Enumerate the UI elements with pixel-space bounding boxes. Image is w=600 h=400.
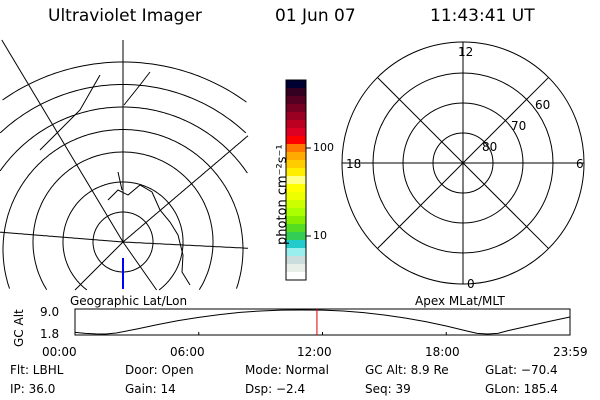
time-label: 11:43:41 UT	[430, 6, 535, 26]
x-tick: 06:00	[170, 345, 205, 359]
mlat-label-70: 70	[511, 119, 527, 133]
longitude-line	[1, 39, 124, 243]
longitude-line	[122, 241, 249, 249]
chart-frame	[74, 308, 571, 336]
status-field: Dsp: −2.4	[245, 382, 306, 396]
x-tick: 00:00	[42, 345, 77, 359]
colorbar-swatch	[286, 88, 306, 97]
colorbar-swatch	[286, 136, 306, 145]
colorbar-swatch	[286, 160, 306, 169]
longitude-line	[0, 231, 124, 243]
longitude-line	[74, 241, 124, 291]
colorbar-swatch	[286, 120, 306, 129]
x-tick: 23:59	[553, 345, 588, 359]
instrument-title: Ultraviolet Imager	[48, 6, 202, 26]
y-tick: 9.0	[40, 305, 60, 319]
mlt-label-18: 18	[346, 157, 362, 171]
altitude-series	[74, 309, 571, 335]
colorbar-swatch	[286, 232, 306, 241]
colorbar-swatch	[286, 96, 306, 105]
mlt-label-6: 6	[576, 157, 584, 171]
status-field: Door: Open	[125, 363, 194, 377]
latitude-circle	[2, 61, 247, 103]
polar-label: Apex MLat/MLT	[415, 294, 505, 308]
latitude-circle	[92, 211, 154, 273]
colorbar-swatch	[286, 240, 306, 249]
status-field: GLon: 185.4	[485, 382, 558, 396]
colorbar-swatch	[286, 272, 306, 281]
x-tick: 18:00	[425, 345, 460, 359]
status-field: Seq: 39	[365, 382, 411, 396]
latitude-circle	[32, 151, 214, 290]
colorbar-swatch	[286, 104, 306, 113]
status-field: Gain: 14	[125, 382, 176, 396]
colorbar-swatch	[286, 80, 306, 89]
colorbar-label: photon cm⁻²s⁻¹	[275, 144, 290, 245]
date-label: 01 Jun 07	[275, 6, 356, 26]
apex-polar-plot	[341, 41, 585, 285]
mlt-label-12: 12	[458, 45, 474, 59]
status-field: IP: 36.0	[10, 382, 56, 396]
colorbar-swatch	[286, 256, 306, 265]
colorbar-swatch	[286, 264, 306, 273]
colorbar-tick: 10	[313, 229, 327, 242]
status-field: Mode: Normal	[245, 363, 329, 377]
mlt-line	[377, 77, 549, 249]
latitude-circle	[2, 129, 244, 289]
colorbar-swatch	[286, 112, 306, 121]
y-axis-label: GC Alt	[12, 309, 26, 347]
colorbar-swatch	[286, 248, 306, 257]
mlat-label-60: 60	[535, 98, 551, 112]
status-field: GLat: −70.4	[485, 363, 558, 377]
colorbar-tick: 100	[313, 141, 334, 154]
coastline	[39, 71, 191, 286]
longitude-line	[122, 135, 249, 243]
longitude-line	[122, 241, 158, 291]
status-field: GC Alt: 8.9 Re	[365, 363, 449, 377]
colorbar-swatch	[286, 176, 306, 185]
x-tick: 12:00	[297, 345, 332, 359]
colorbar-swatch	[286, 224, 306, 233]
colorbar	[285, 79, 311, 281]
colorbar-swatch	[286, 128, 306, 137]
mlat-label-80: 80	[482, 140, 498, 154]
latitude-circle	[0, 106, 248, 174]
colorbar-swatch	[286, 184, 306, 193]
colorbar-swatch	[286, 152, 306, 161]
colorbar-swatch	[286, 192, 306, 201]
colorbar-swatch	[286, 216, 306, 225]
status-field: Flt: LBHL	[10, 363, 64, 377]
mlt-label-0: 0	[467, 277, 475, 291]
colorbar-frame	[285, 79, 307, 281]
y-tick: 1.8	[40, 327, 60, 341]
colorbar-swatch	[286, 144, 306, 153]
altitude-chart	[74, 308, 571, 336]
colorbar-swatch	[286, 168, 306, 177]
colorbar-swatch	[286, 200, 306, 209]
map-label: Geographic Lat/Lon	[70, 294, 188, 308]
colorbar-swatch	[286, 208, 306, 217]
geographic-map	[0, 39, 249, 291]
